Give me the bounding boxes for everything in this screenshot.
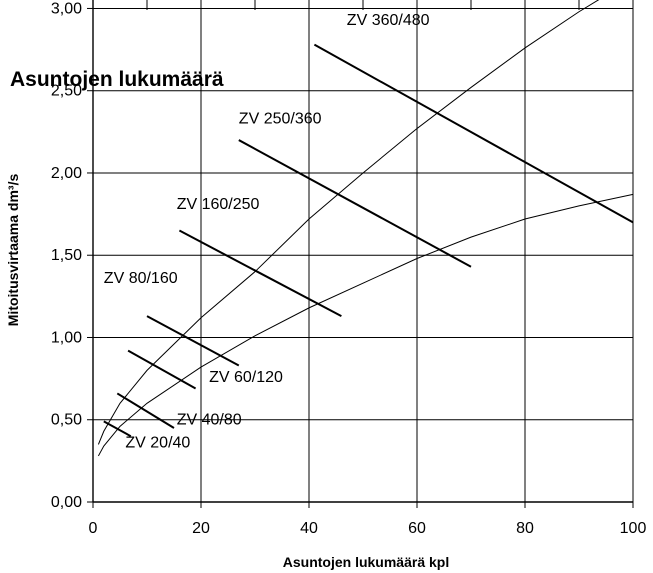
- valve-label-6: ZV 250/360: [239, 111, 322, 128]
- lower-curve: [97, 193, 634, 457]
- valve-line-5: [178, 229, 342, 317]
- x-axis-title: Asuntojen lukumäärä kpl: [283, 554, 449, 570]
- x-tick-label: 80: [516, 520, 534, 537]
- y-axis-title: Mitoitusvirtaama dm³/s: [5, 174, 21, 327]
- valve-label-4: ZV 80/160: [104, 270, 178, 287]
- x-tick-label: 60: [408, 520, 426, 537]
- valve-line-2: [116, 392, 175, 429]
- y-tick-label: 0,00: [51, 494, 82, 511]
- valve-line-7: [313, 43, 634, 224]
- y-tick-label: 1,50: [51, 247, 82, 264]
- valve-label-2: ZV 40/80: [177, 412, 242, 429]
- y-tick-label: 3,00: [51, 0, 82, 17]
- valve-label-7: ZV 360/480: [347, 12, 430, 29]
- title-layer: Asuntojen lukumäärä kpl Mitoitusvirtaama…: [5, 68, 449, 570]
- curve-layer: [97, 0, 634, 457]
- valve-line-3: [127, 349, 197, 390]
- label-layer: ZV 20/40 ZV 40/80 ZV 60/120 ZV 80/160 ZV 160…: [104, 12, 430, 452]
- grid-layer: [92, 0, 634, 503]
- y-tick-label: 0,50: [51, 412, 82, 429]
- x-tick-label: 20: [192, 520, 210, 537]
- valve-line-4: [146, 315, 240, 367]
- valve-line-6: [238, 139, 472, 268]
- x-tick-label: 40: [300, 520, 318, 537]
- valve-label-5: ZV 160/250: [177, 196, 260, 213]
- y-tick-label: 2,00: [51, 165, 82, 182]
- y-tick-label: 1,00: [51, 329, 82, 346]
- tick-layer: 0 20 40 60 80 100 0,00 0,50 1,00 1,50 2,00 2,50 3,00: [51, 0, 647, 537]
- valve-label-3: ZV 60/120: [209, 369, 283, 386]
- valve-layer: [103, 43, 634, 438]
- valve-label-1: ZV 20/40: [125, 435, 190, 452]
- upper-curve: [97, 0, 600, 445]
- x-tick-label: 100: [620, 520, 647, 537]
- x-tick-label: 0: [89, 520, 98, 537]
- valve-line-1: [103, 420, 132, 438]
- overlay-title: Asuntojen lukumäärä: [10, 68, 224, 91]
- y-tick-label: 2,50: [51, 83, 82, 100]
